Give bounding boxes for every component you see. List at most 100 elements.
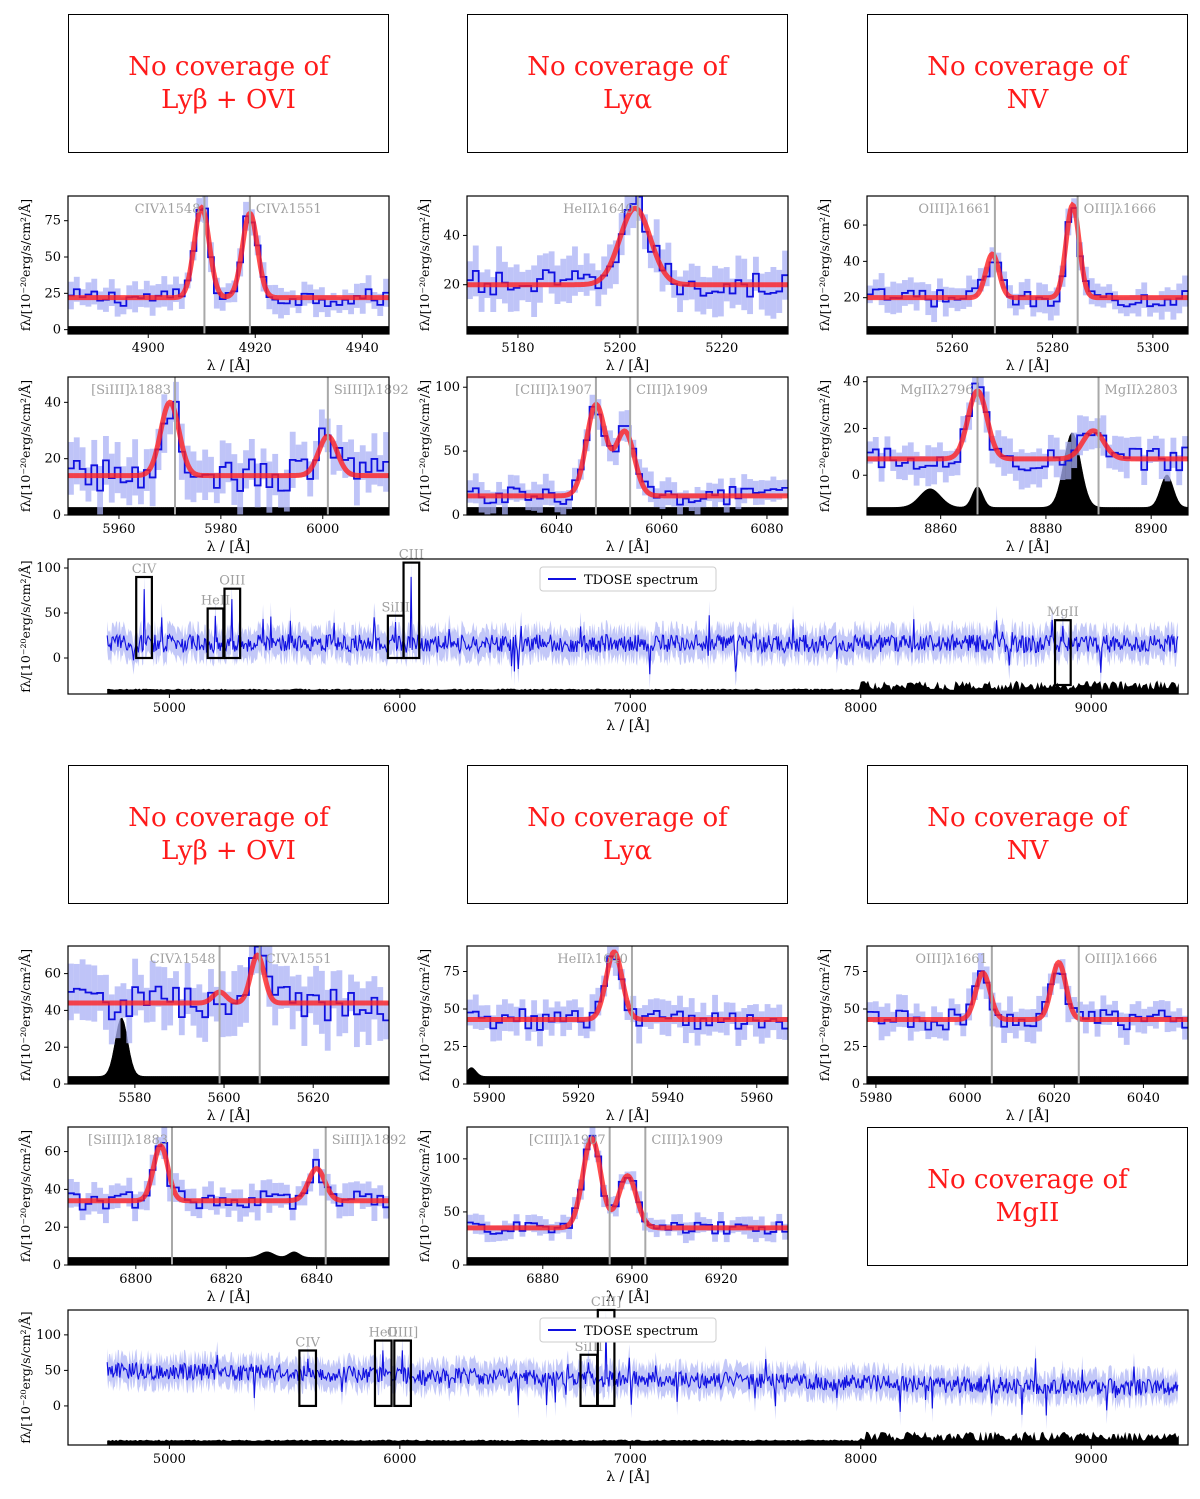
no-coverage-line: Lyα	[602, 84, 653, 115]
x-tick-label: 6920	[705, 1272, 738, 1287]
error-band	[237, 463, 244, 515]
model-fit	[867, 959, 1188, 1022]
legend-frame	[539, 566, 717, 592]
no-coverage-line: Lyα	[602, 835, 653, 866]
no-coverage-lya-top: No coverage of Lyα	[467, 14, 788, 153]
panel-B4: [SiIII]λ1883 SiIII]λ1892 6800 6820 6840 0 20 40…	[18, 1126, 407, 1305]
observed-spectrum	[68, 946, 389, 1022]
sky-spectrum	[107, 1431, 1179, 1445]
x-tick-label: 4940	[346, 341, 379, 356]
y-tick-label: 40	[44, 1003, 61, 1018]
y-tick-label: 20	[44, 452, 61, 467]
axes-frame	[67, 376, 390, 516]
x-tick-label: 5200	[603, 341, 636, 356]
no-coverage-line: MgII	[995, 1197, 1060, 1228]
x-tick-label: 9000	[1075, 701, 1108, 716]
feature-box	[298, 1349, 318, 1408]
no-coverage-text: No coverage of	[927, 52, 1128, 82]
model-fit	[68, 399, 389, 479]
panel-A2: HeIIλ1640 5180 5200 5220 20 40 λ / [Å] fλ/[10⁻²…	[417, 195, 789, 374]
axes-frame	[466, 195, 789, 335]
y-tick-label: 20	[843, 421, 860, 436]
panel-B3: OIII]λ1661 OIII]λ1666 5980 6000 6020 6040 0 25 5…	[817, 945, 1189, 1124]
y-tick-label: 50	[443, 444, 460, 459]
line-label: CIVλ1548	[150, 952, 216, 967]
plot-area	[467, 394, 788, 515]
y-tick-label: 40	[44, 1182, 61, 1197]
line-label: [CIII]λ1907	[515, 383, 592, 398]
y-axis-label: fλ/[10⁻²⁰erg/s/cm²/Å]	[18, 949, 33, 1081]
line-label: OIII]λ1666	[1084, 202, 1156, 217]
y-tick-label: 0	[53, 651, 61, 666]
y-tick-label: 50	[44, 250, 61, 265]
axes-frame	[67, 1309, 1189, 1446]
y-tick-label: 25	[843, 1040, 860, 1055]
y-tick-label: 0	[452, 1077, 460, 1092]
observed-spectrum	[867, 382, 1188, 472]
no-coverage-text: No coverage of	[927, 803, 1128, 833]
line-label: CIVλ1548	[135, 202, 201, 217]
line-label: [SiIII]λ1883	[91, 383, 171, 398]
x-tick-label: 5920	[562, 1091, 595, 1106]
y-tick-label: 75	[843, 965, 860, 980]
feature-label: SiIII	[381, 601, 409, 616]
sky-spectrum	[107, 680, 1179, 694]
x-tick-label: 5620	[297, 1091, 330, 1106]
x-tick-label: 8000	[844, 1452, 877, 1467]
observed-spectrum	[867, 207, 1188, 308]
sky-spectrum	[867, 326, 1188, 334]
x-axis-label: λ / [Å]	[1006, 356, 1050, 374]
axes-frame	[866, 195, 1189, 335]
line-label: MgIIλ2796	[900, 383, 973, 398]
y-axis-label: fλ/[10⁻²⁰erg/s/cm²/Å]	[817, 949, 832, 1081]
axes-frame	[466, 945, 789, 1085]
x-tick-label: 4920	[239, 341, 272, 356]
y-tick-label: 0	[53, 1258, 61, 1273]
plot-area	[68, 196, 389, 334]
no-coverage-text: No coverage of	[527, 52, 728, 82]
panel-A5: [CIII]λ1907 CIII]λ1909 6040 6060 6080 0 50 100 λ…	[417, 376, 789, 555]
x-tick-label: 6000	[383, 1452, 416, 1467]
plot-area	[106, 1310, 1179, 1445]
plot-area	[106, 562, 1179, 694]
feature-label: CIII]	[591, 1295, 621, 1310]
x-axis-label: λ / [Å]	[207, 356, 251, 374]
y-axis-label: fλ/[10⁻²⁰erg/s/cm²/Å]	[18, 199, 33, 331]
legend-frame	[539, 1317, 717, 1343]
axes-frame	[866, 945, 1189, 1085]
feature-label: OIII	[219, 574, 245, 589]
x-axis-label: λ / [Å]	[606, 716, 650, 734]
model-fit	[467, 401, 788, 499]
x-tick-label: 5180	[501, 341, 534, 356]
x-tick-label: 6000	[306, 522, 339, 537]
axes-frame	[866, 376, 1189, 516]
y-tick-label: 40	[843, 375, 860, 390]
line-label: SiIII]λ1892	[334, 383, 409, 398]
legend: TDOSE spectrum	[539, 566, 717, 592]
x-tick-label: 6840	[300, 1272, 333, 1287]
line-label: CIVλ1551	[266, 952, 332, 967]
sky-spectrum	[867, 1076, 1188, 1084]
observed-spectrum	[68, 1142, 389, 1211]
y-tick-label: 20	[44, 1220, 61, 1235]
no-coverage-text: No coverage of	[128, 803, 329, 833]
plot-area	[68, 1127, 389, 1265]
feature-label: CIV	[132, 562, 157, 577]
line-label: CIII]λ1909	[636, 383, 708, 398]
feature-label: CIV	[295, 1336, 320, 1351]
x-tick-label: 6020	[1038, 1091, 1071, 1106]
panel-B1: CIVλ1548 CIVλ1551 5580 5600 5620 0 20 40 60 λ / […	[18, 945, 390, 1124]
model-fit	[867, 388, 1188, 462]
sky-spectrum	[68, 507, 389, 515]
axes-frame	[466, 376, 789, 516]
feature-box	[373, 1339, 393, 1408]
axes-frame	[466, 1126, 789, 1266]
y-axis-label: fλ/[10⁻²⁰erg/s/cm²/Å]	[417, 949, 432, 1081]
line-label: CIII]λ1909	[651, 1133, 723, 1148]
x-tick-label: 6000	[383, 701, 416, 716]
x-tick-label: 5900	[473, 1091, 506, 1106]
feature-box	[206, 607, 225, 660]
observed-spectrum	[106, 576, 1179, 675]
